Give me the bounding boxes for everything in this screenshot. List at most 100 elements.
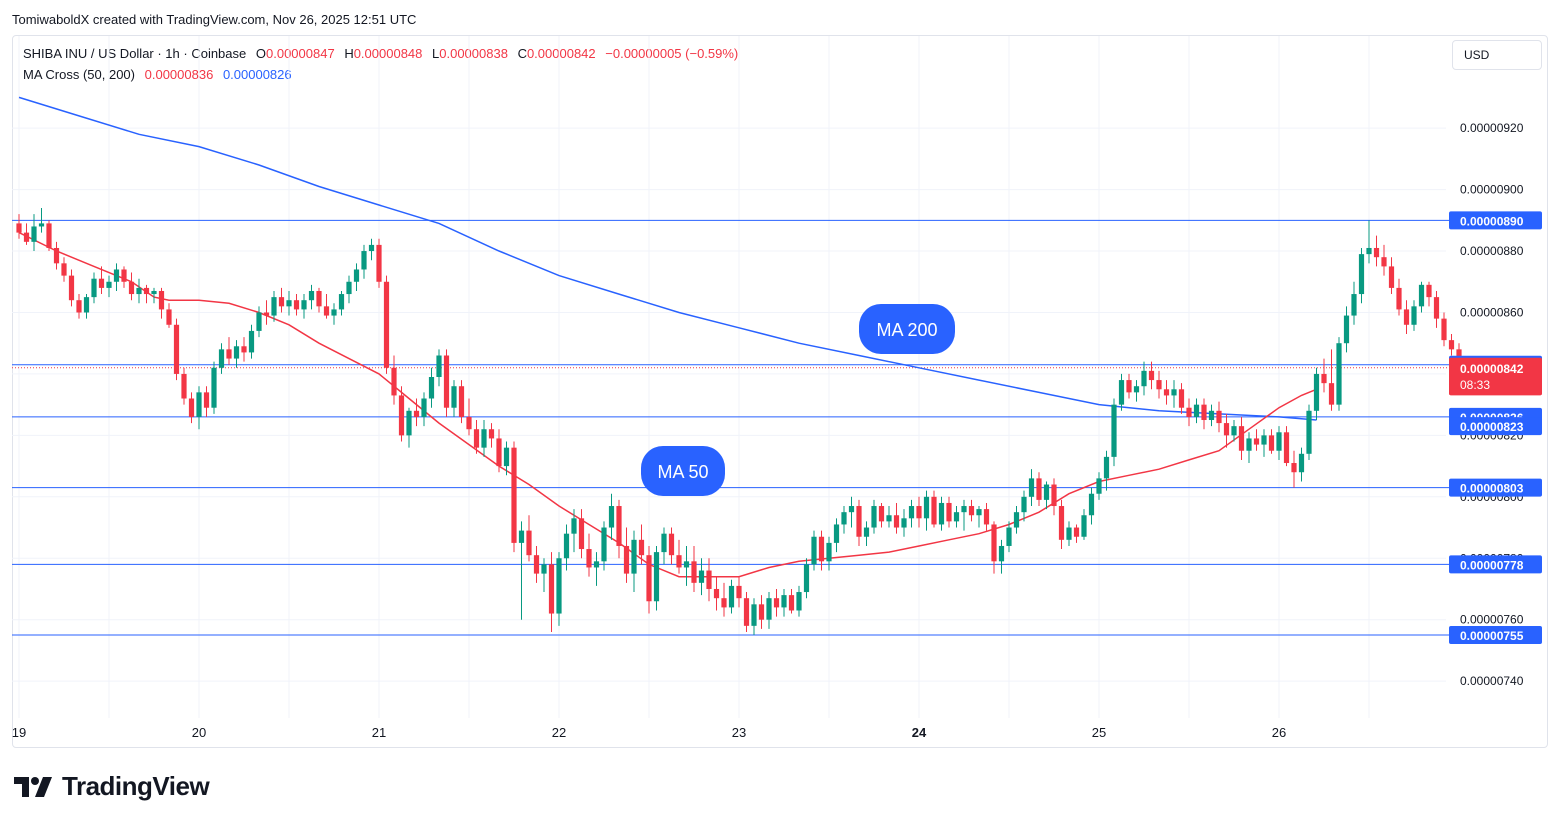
candle-body bbox=[391, 367, 397, 396]
candle-down bbox=[691, 545, 697, 593]
candle-down bbox=[376, 238, 382, 288]
candle-body bbox=[106, 281, 112, 288]
price-label-box bbox=[1449, 626, 1542, 645]
candle-body bbox=[38, 223, 45, 227]
candle-down bbox=[668, 527, 675, 565]
candle-down bbox=[98, 266, 105, 295]
symbol-name: SHIBA INU / US Dollar · 1h · Coinbase bbox=[23, 46, 247, 61]
candle-down bbox=[458, 380, 465, 424]
candle-up bbox=[923, 490, 930, 531]
candle-down bbox=[121, 266, 127, 288]
candle-up bbox=[368, 238, 375, 261]
price-label-text: 0.00000755 bbox=[1460, 629, 1524, 643]
candle-body bbox=[1111, 404, 1117, 457]
candle-body bbox=[1336, 343, 1342, 405]
ma200-line bbox=[18, 96, 1317, 421]
candle-body bbox=[61, 263, 67, 276]
candle-up bbox=[346, 275, 352, 304]
y-tick-label: 0.00000880 bbox=[1460, 244, 1524, 258]
candle-down bbox=[1126, 373, 1132, 399]
candle-body bbox=[1388, 266, 1395, 288]
candle-body bbox=[293, 300, 300, 310]
candle-up bbox=[1411, 300, 1417, 331]
candle-up bbox=[361, 244, 367, 279]
candle-body bbox=[406, 410, 412, 436]
candle-body bbox=[338, 294, 345, 310]
candle-down bbox=[623, 527, 630, 583]
candle-body bbox=[931, 496, 937, 525]
candle-down bbox=[128, 272, 135, 301]
candle-down bbox=[1283, 426, 1290, 467]
candle-body bbox=[1358, 254, 1365, 295]
candle-body bbox=[1006, 527, 1012, 546]
candle-up bbox=[406, 407, 412, 448]
candle-down bbox=[1388, 257, 1395, 295]
candle-down bbox=[173, 318, 180, 381]
candle-body bbox=[151, 290, 157, 295]
candle-up bbox=[1013, 506, 1020, 534]
candle-body bbox=[1051, 484, 1057, 507]
candle-body bbox=[841, 512, 847, 525]
x-tick-label: 26 bbox=[1272, 725, 1286, 740]
candle-up bbox=[31, 214, 37, 252]
candle-body bbox=[1253, 438, 1260, 445]
candle-body bbox=[878, 506, 885, 522]
candle-body bbox=[301, 300, 307, 310]
candle-body bbox=[1298, 453, 1305, 473]
candle-up bbox=[563, 524, 570, 571]
candle-body bbox=[661, 533, 667, 553]
candle-body bbox=[68, 275, 75, 301]
candle-body bbox=[1433, 297, 1440, 319]
candle-down bbox=[1403, 300, 1410, 334]
candle-body bbox=[886, 515, 892, 522]
candle-down bbox=[23, 223, 30, 245]
candle-down bbox=[181, 367, 187, 405]
candle-body bbox=[653, 552, 660, 602]
candle-down bbox=[316, 287, 322, 313]
candle-body bbox=[743, 598, 750, 626]
candle-down bbox=[383, 275, 390, 374]
candle-up bbox=[286, 290, 292, 316]
candle-down bbox=[1148, 361, 1155, 390]
candle-body bbox=[1343, 315, 1350, 344]
candle-up bbox=[308, 284, 315, 310]
candle-down bbox=[676, 539, 682, 574]
candle-up bbox=[998, 539, 1005, 574]
tradingview-logo-icon bbox=[14, 776, 52, 797]
candle-body bbox=[1216, 410, 1222, 424]
candle-up bbox=[833, 518, 840, 553]
candle-up bbox=[211, 361, 217, 414]
candle-down bbox=[773, 588, 780, 617]
candle-body bbox=[976, 509, 982, 516]
candle-down bbox=[53, 241, 60, 270]
candle-body bbox=[1148, 370, 1155, 381]
candle-down bbox=[241, 337, 247, 362]
low-value: L0.00000838 bbox=[432, 46, 508, 61]
candle-up bbox=[961, 499, 967, 531]
candle-down bbox=[1058, 499, 1065, 550]
candle-body bbox=[548, 564, 555, 614]
candle-down bbox=[1073, 524, 1080, 543]
currency-selector[interactable]: USD bbox=[1452, 40, 1542, 70]
price-label: 0.00000755 bbox=[1449, 626, 1542, 645]
candle-up bbox=[256, 306, 262, 338]
ma200-callout: MA 200 bbox=[859, 304, 955, 354]
y-tick-label: 0.00000860 bbox=[1460, 305, 1524, 319]
callout-bubble bbox=[641, 446, 725, 496]
candle-body bbox=[233, 346, 240, 359]
candle-up bbox=[436, 349, 442, 387]
indicator-legend[interactable]: MA Cross (50, 200) 0.00000836 0.00000826 bbox=[23, 67, 298, 82]
candle-body bbox=[1186, 407, 1192, 417]
candle-body bbox=[968, 506, 975, 516]
candle-down bbox=[46, 220, 52, 252]
candle-up bbox=[1141, 361, 1147, 396]
candle-body bbox=[31, 226, 37, 242]
candle-body bbox=[398, 395, 405, 436]
candle-up bbox=[421, 392, 427, 427]
candle-up bbox=[976, 506, 982, 528]
candle-body bbox=[1246, 438, 1252, 451]
candle-up bbox=[196, 386, 202, 430]
candle-body bbox=[856, 506, 862, 537]
candle-body bbox=[1418, 284, 1425, 307]
